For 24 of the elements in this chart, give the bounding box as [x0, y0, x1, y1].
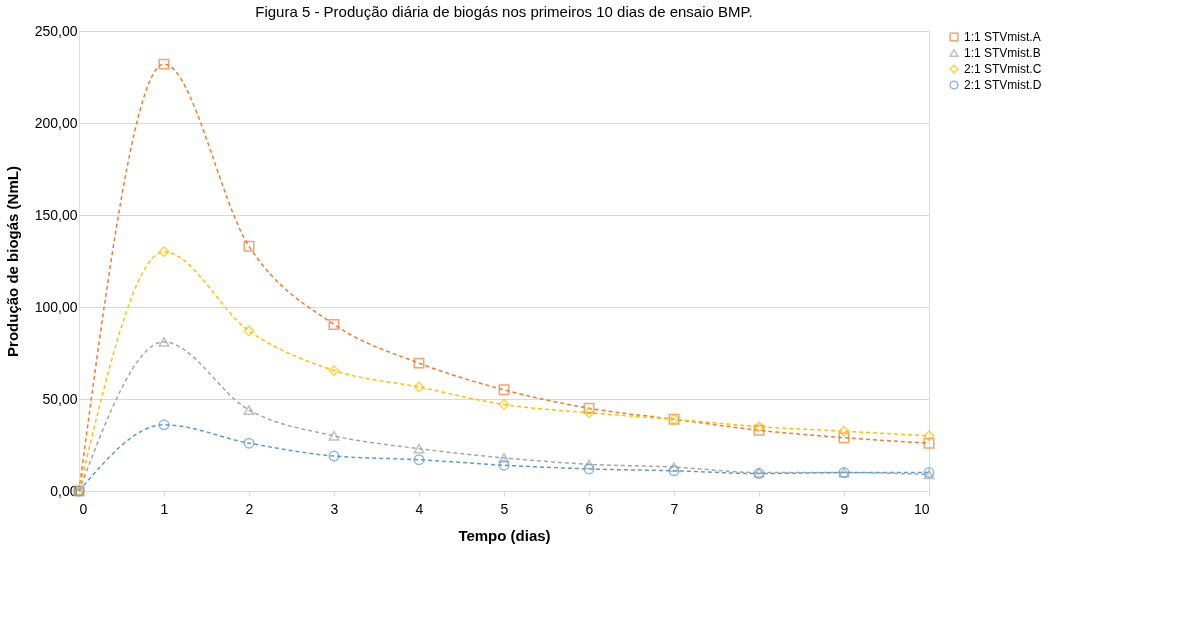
x-tick-label: 3	[330, 500, 339, 517]
legend-label: 1:1 STVmist.B	[964, 46, 1041, 60]
x-tick-label: 0	[79, 500, 88, 517]
x-tick-label: 9	[840, 500, 849, 517]
y-tick-label: 100,00	[34, 298, 78, 315]
y-tick-label: 0,00	[50, 482, 78, 499]
x-tick-label: 1	[160, 500, 169, 517]
chart-title: Figura 5 - Produção diária de biogás nos primeiros 10 dias de ensaio BMP.	[255, 3, 753, 20]
legend-label: 2:1 STVmist.D	[964, 78, 1042, 92]
x-tick-label: 5	[500, 500, 509, 517]
x-tick-label: 10	[913, 500, 930, 517]
x-tick-label: 4	[415, 500, 424, 517]
x-tick-label: 8	[755, 500, 764, 517]
legend-label: 2:1 STVmist.C	[964, 62, 1042, 76]
x-tick-label: 6	[585, 500, 594, 517]
y-tick-label: 50,00	[42, 390, 78, 407]
x-tick-label: 2	[245, 500, 254, 517]
x-axis-title: Tempo (dias)	[458, 526, 551, 544]
y-axis-title: Produção de biogás (NmL)	[3, 166, 21, 357]
x-tick-label: 7	[670, 500, 679, 517]
y-tick-label: 200,00	[34, 114, 78, 131]
y-tick-label: 150,00	[34, 206, 78, 223]
y-tick-label: 250,00	[34, 22, 78, 39]
legend-label: 1:1 STVmist.A	[964, 30, 1041, 44]
